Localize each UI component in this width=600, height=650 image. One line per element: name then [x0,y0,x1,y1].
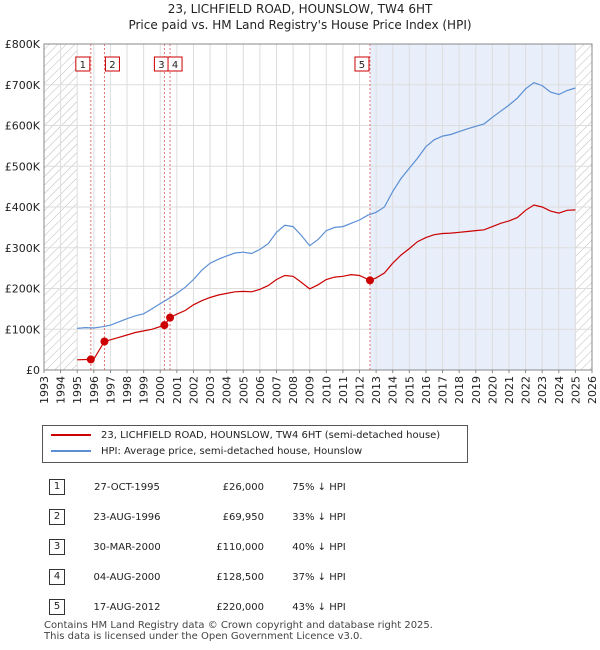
chart-subtitle: Price paid vs. HM Land Registry's House … [128,18,472,32]
plot-frame [43,43,593,371]
transaction-hpi-diff: 37% ↓ HPI [292,571,346,583]
table-row: 1 27-OCT-1995 £26,000 75% ↓ HPI [42,472,374,502]
legend: 23, LICHFIELD ROAD, HOUNSLOW, TW4 6HT (s… [42,425,468,463]
x-tick-label: 2015 [403,376,416,404]
sale-number-box [75,56,91,72]
x-tick-label: 1994 [55,376,68,404]
chart-title: 23, LICHFIELD ROAD, HOUNSLOW, TW4 6HT [167,2,433,16]
transaction-date: 30-MAR-2000 [93,541,161,553]
x-tick-label: 2022 [520,376,533,404]
sale-point [86,355,95,364]
x-tick-label: 2016 [420,376,433,404]
y-tick-label: £600K [5,120,41,133]
y-tick-label: £500K [5,160,41,173]
transaction-hpi-diff: 75% ↓ HPI [292,481,346,493]
sale-number-label: 2 [109,60,115,71]
transaction-number: 1 [49,479,65,495]
sale-number-label: 1 [80,60,86,71]
sale-number-label: 4 [172,60,178,71]
transaction-hpi-diff: 33% ↓ HPI [292,511,346,523]
x-tick-label: 2014 [387,376,400,404]
x-tick-label: 2009 [304,376,317,404]
transaction-date: 17-AUG-2012 [93,601,161,613]
transaction-hpi-diff: 43% ↓ HPI [292,601,346,613]
sale-number-box [354,56,370,72]
x-tick-label: 1995 [71,376,84,404]
transaction-number: 5 [49,599,65,615]
x-tick-label: 2006 [254,376,267,404]
transaction-price: £220,000 [216,601,264,613]
x-tick-label: 2012 [354,376,367,404]
hpi-line-swatch [51,450,91,452]
transaction-price: £110,000 [216,541,264,553]
x-tick-label: 1996 [88,376,101,404]
x-tick-label: 2019 [470,376,483,404]
y-tick-label: £200K [5,283,41,296]
table-row: 5 17-AUG-2012 £220,000 43% ↓ HPI [42,592,374,622]
y-tick-label: £0 [26,364,40,377]
x-tick-label: 2023 [536,376,549,404]
transaction-number: 4 [49,569,65,585]
table-row: 3 30-MAR-2000 £110,000 40% ↓ HPI [42,532,374,562]
x-tick-label: 2003 [204,376,217,404]
x-tick-label: 2018 [453,376,466,404]
sale-number-box [167,56,183,72]
transaction-date: 23-AUG-1996 [93,511,161,523]
x-tick-label: 1999 [138,376,151,404]
x-tick-label: 2001 [171,376,184,404]
footer: Contains HM Land Registry data © Crown c… [44,620,433,642]
property-line-swatch [51,434,91,436]
transaction-price: £128,500 [216,571,264,583]
x-tick-label: 2002 [187,376,200,404]
sale-point [365,276,374,285]
x-tick-label: 2024 [553,376,566,404]
legend-item-hpi: HPI: Average price, semi-detached house,… [51,444,362,460]
legend-item-property: 23, LICHFIELD ROAD, HOUNSLOW, TW4 6HT (s… [51,428,440,444]
x-tick-label: 2025 [569,376,582,404]
x-tick-label: 2010 [320,376,333,404]
x-tick-label: 1997 [104,376,117,404]
x-tick-label: 2008 [287,376,300,404]
sale-point [160,321,169,330]
table-row: 4 04-AUG-2000 £128,500 37% ↓ HPI [42,562,374,592]
x-tick-label: 2005 [237,376,250,404]
transaction-date: 27-OCT-1995 [94,481,160,493]
y-tick-label: £100K [5,323,41,336]
sale-number-label: 3 [158,60,164,71]
x-tick-label: 2021 [503,376,516,404]
x-tick-label: 2020 [486,376,499,404]
x-tick-label: 2017 [437,376,450,404]
transaction-number: 2 [49,509,65,525]
x-tick-label: 2011 [337,376,350,404]
x-tick-label: 2004 [221,376,234,404]
hpi-series-line [77,82,576,329]
sale-number-label: 5 [359,60,365,71]
transactions-table: 1 27-OCT-1995 £26,000 75% ↓ HPI 2 23-AUG… [42,472,374,622]
x-tick-label: 2026 [586,376,599,404]
transaction-number: 3 [49,539,65,555]
x-tick-label: 1998 [121,376,134,404]
sale-number-box [104,56,120,72]
x-tick-label: 2007 [270,376,283,404]
y-tick-label: £300K [5,242,41,255]
table-row: 2 23-AUG-1996 £69,950 33% ↓ HPI [42,502,374,532]
transaction-date: 04-AUG-2000 [93,571,161,583]
y-tick-label: £700K [5,79,41,92]
sale-point [100,337,109,346]
sale-point [166,313,175,322]
transaction-hpi-diff: 40% ↓ HPI [292,541,346,553]
transaction-price: £26,000 [222,481,264,493]
footer-copyright: Contains HM Land Registry data © Crown c… [44,620,433,631]
x-tick-label: 2000 [154,376,167,404]
legend-label-property: 23, LICHFIELD ROAD, HOUNSLOW, TW4 6HT (s… [101,430,441,441]
y-tick-label: £800K [5,38,41,51]
transaction-price: £69,950 [222,511,264,523]
footer-licence: This data is licensed under the Open Gov… [44,631,363,642]
x-tick-label: 1993 [38,376,51,404]
legend-label-hpi: HPI: Average price, semi-detached house,… [101,446,363,457]
y-tick-label: £400K [5,201,41,214]
x-tick-label: 2013 [370,376,383,404]
